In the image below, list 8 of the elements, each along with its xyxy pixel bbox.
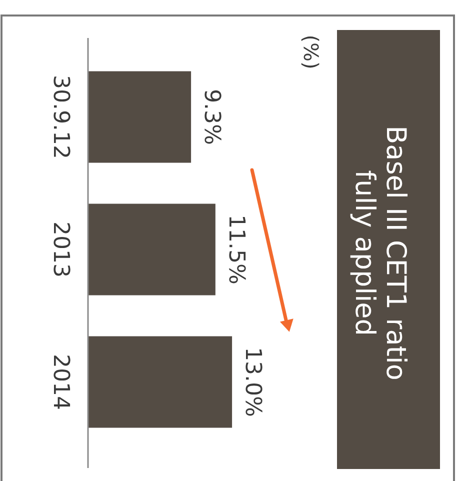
data-label: 11.5% xyxy=(223,214,248,284)
data-label: 9.3% xyxy=(199,89,224,145)
data-label: 13.0% xyxy=(240,347,266,417)
y-tick-label: 30.9.12 xyxy=(48,75,73,159)
text: (%) xyxy=(299,34,323,70)
y-tick-label: 2013 xyxy=(48,222,73,278)
y-tick-label: 2014 xyxy=(48,354,73,410)
text: Basel III CET1 ratio fully applied xyxy=(349,126,411,380)
